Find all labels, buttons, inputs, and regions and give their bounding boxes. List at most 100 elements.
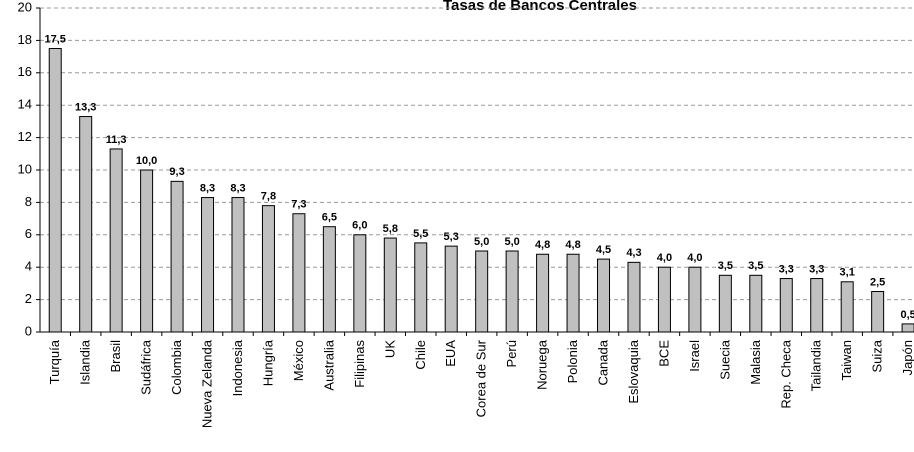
x-tick-label: UK [382,340,397,358]
bar [840,281,854,333]
x-tick-label: Colombia [169,339,184,395]
y-tick-label: 14 [18,97,32,112]
value-label: 4,5 [596,244,611,256]
x-tick-label: EUA [443,340,458,367]
bar [536,253,550,333]
x-tick-label: BCE [656,340,671,367]
value-label: 4,0 [657,252,672,264]
bar [444,245,458,333]
y-tick-label: 4 [25,259,32,274]
y-tick-label: 12 [18,129,32,144]
value-label: 4,8 [535,239,550,251]
bar [718,274,732,333]
bar [688,266,702,333]
x-tick-label: Tailandia [809,339,824,391]
bar [383,237,397,333]
value-label: 8,3 [230,182,245,194]
value-label: 3,5 [718,260,733,272]
bar [109,148,123,333]
y-tick-label: 18 [18,32,32,47]
bar [505,250,519,333]
bar [140,169,154,333]
value-label: 3,3 [779,263,794,275]
value-label: 4,8 [565,239,580,251]
value-label: 5,8 [383,223,398,235]
x-tick-label: Turquía [47,339,62,384]
value-label: 5,0 [504,236,519,248]
bar [779,278,793,333]
bar [48,48,62,333]
bar [322,226,336,333]
value-label: 6,0 [352,220,367,232]
x-tick-label: Polonia [565,339,580,383]
x-tick-label: Canada [596,339,611,385]
y-tick-label: 0 [25,323,32,338]
bar [261,205,275,333]
value-label: 3,3 [809,263,824,275]
value-label: 4,0 [687,252,702,264]
x-tick-label: Sudáfrica [139,339,154,395]
x-tick-label: México [291,340,306,381]
value-label: 13,3 [75,101,96,113]
bar [170,180,184,333]
x-tick-label: Perú [504,340,519,367]
x-tick-label: Malasia [748,339,763,385]
chart-title: Tasas de Bancos Centrales [443,0,637,14]
x-tick-label: Suecia [717,339,732,380]
y-tick-label: 10 [18,161,32,176]
bar [627,261,641,333]
y-tick-label: 6 [25,226,32,241]
value-label: 6,5 [322,212,337,224]
bar [749,274,763,333]
x-tick-label: Chile [413,340,428,370]
value-label: 8,3 [200,182,215,194]
x-tick-label: Nueva Zelanda [200,339,215,428]
x-tick-label: Brasil [108,340,123,373]
x-tick-label: Corea de Sur [474,339,489,417]
bar [901,323,914,333]
x-tick-label: Indonesia [230,339,245,396]
x-tick-label: Islandia [78,339,93,385]
bar [657,266,671,333]
value-label: 2,5 [870,276,885,288]
value-label: 7,8 [261,191,276,203]
bar [201,197,215,333]
bar [414,242,428,333]
x-tick-label: Filipinas [352,340,367,388]
bar [353,234,367,333]
x-tick-label: Rep. Checa [778,339,793,408]
value-label: 5,0 [474,236,489,248]
x-tick-label: Eslovaquia [626,339,641,403]
value-label: 3,1 [840,267,855,279]
bar [810,278,824,333]
value-label: 11,3 [106,134,127,146]
y-tick-label: 16 [18,64,32,79]
x-tick-label: Noruega [535,339,550,390]
value-label: 5,5 [413,228,428,240]
bar [871,291,885,333]
value-label: 4,3 [626,247,641,259]
x-tick-label: Australia [321,339,336,390]
bar [79,116,93,333]
y-tick-label: 8 [25,194,32,209]
x-tick-label: Hungría [260,339,275,386]
bar [475,250,489,333]
x-tick-label: Japón [900,340,914,375]
x-tick-label: Taiwan [839,340,854,380]
bar [292,213,306,333]
bar [597,258,611,333]
value-label: 10,0 [136,155,157,167]
x-tick-label: Israel [687,340,702,372]
value-label: 5,3 [444,231,459,243]
value-label: 3,5 [748,260,763,272]
y-tick-label: 20 [18,0,32,14]
y-tick-label: 2 [25,291,32,306]
value-label: 9,3 [169,166,184,178]
x-tick-label: Suiza [870,339,885,372]
bar [566,253,580,333]
value-label: 7,3 [291,199,306,211]
value-label: 17,5 [45,33,66,45]
value-label: 0,5 [900,309,914,321]
bar [231,197,245,333]
